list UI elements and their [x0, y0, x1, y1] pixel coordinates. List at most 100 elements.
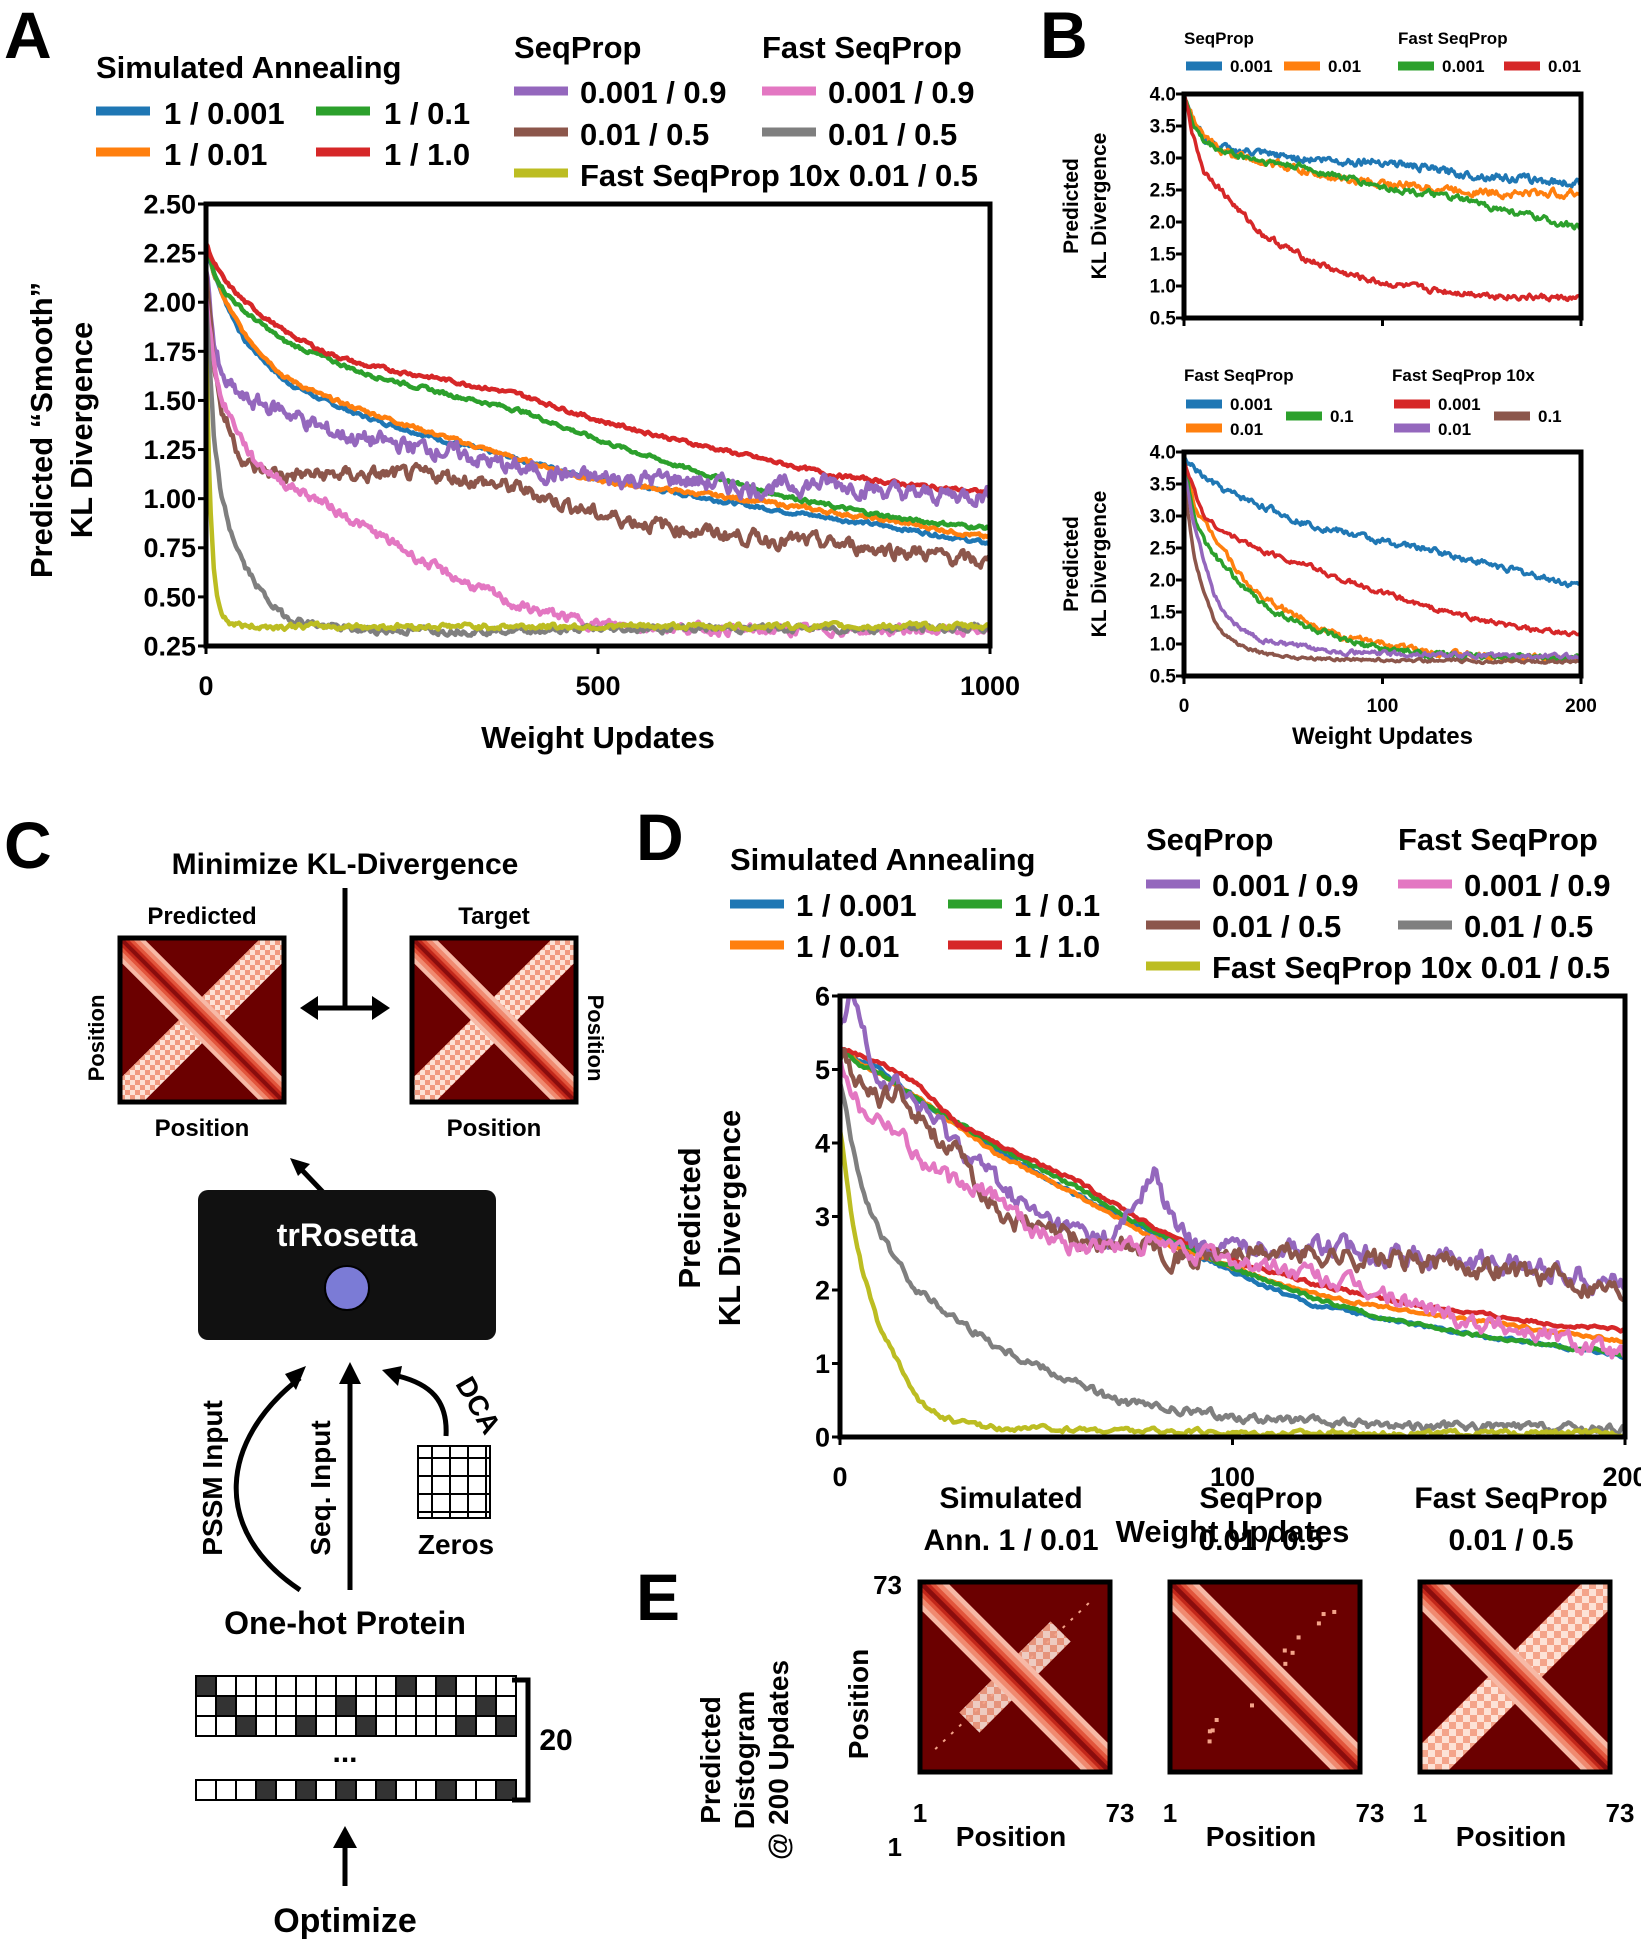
e-map-1-dot-14 [1214, 1717, 1219, 1722]
onehot-last-row [195, 1779, 517, 1801]
legend-b2-label-1: 0.001 [1230, 395, 1273, 414]
onehot-cell [495, 1715, 517, 1737]
e-map-1-content [1170, 1582, 1360, 1772]
series-D-2 [838, 1046, 1627, 1358]
c-target-position-x: Position [447, 1115, 542, 1142]
xtick-label-A-0: 0 [198, 671, 213, 701]
trrosetta-node-icon [324, 1265, 370, 1311]
panel-label-d: D [636, 800, 684, 874]
legend-a-label-sa-2: 1 / 0.1 [384, 96, 470, 131]
onehot-cell [275, 1675, 297, 1697]
onehot-cell [375, 1675, 397, 1697]
e-map-title-2-a: Fast SeqProp [1414, 1482, 1607, 1515]
legend-b1-label-2: 0.01 [1328, 57, 1361, 76]
plot-b2: 0.5 1.0 1.5 2.0 2.5 3.0 3.5 4.0 0 100 200 Weight Up… [1060, 443, 1597, 750]
c-targ-content [412, 938, 576, 1102]
legend-a-label-sp-2: 0.01 / 0.5 [580, 117, 709, 152]
onehot-cell [435, 1675, 457, 1697]
c-pred-frame [117, 935, 287, 1105]
legend-d-label-fsp-2: 0.01 / 0.5 [1464, 909, 1593, 944]
onehot-cell [255, 1675, 277, 1697]
onehot-cell [395, 1715, 417, 1737]
series-A-2 [203, 242, 991, 531]
c-pssm-label: PSSM Input [197, 1400, 228, 1556]
legend-a-label-sa-3: 1 / 0.01 [164, 137, 267, 172]
trrosetta-label: trRosetta [277, 1217, 418, 1253]
e-ytick-73: 73 [873, 1570, 902, 1600]
onehot-cell [235, 1715, 257, 1737]
xtick-label-B2-0: 0 [1179, 696, 1190, 717]
series-A-5 [203, 268, 993, 570]
onehot-cell [475, 1715, 497, 1737]
ytick-label-B2-3: 2.0 [1150, 571, 1176, 592]
ytick-label-B1-6: 3.5 [1150, 117, 1177, 138]
e-map-title-0-b: Ann. 1 / 0.01 [923, 1524, 1098, 1557]
zeros-matrix-icon [417, 1445, 491, 1519]
plot-frame-D [837, 993, 1628, 1440]
onehot-cell [295, 1675, 317, 1697]
ytick-label-B1-1: 1.0 [1150, 277, 1176, 298]
ytick-label-A-3: 1.00 [143, 484, 196, 514]
e-map-1-dot-0 [1296, 1635, 1301, 1640]
e-map-1-dot-13 [1207, 1729, 1212, 1734]
ylabel-A-1: KL Divergence [64, 322, 99, 539]
onehot-cell [195, 1695, 217, 1717]
c-zeros-label: Zeros [418, 1529, 494, 1560]
ytick-label-D-2: 2 [815, 1275, 830, 1305]
c-pred-position-y: Position [84, 995, 109, 1082]
series-B1-3 [1182, 93, 1582, 303]
onehot-cell [375, 1779, 397, 1801]
series-D-5 [837, 1047, 1627, 1303]
legend-b1-label-1: 0.001 [1230, 57, 1273, 76]
onehot-cell [195, 1675, 217, 1697]
e-position-x-0: Position [956, 1821, 1066, 1852]
xtick-label-A-1: 500 [575, 671, 620, 701]
legend-b2-fast-title: Fast SeqProp [1184, 366, 1294, 385]
c-dca-arrowhead-icon [382, 1366, 402, 1386]
panel-label-b: B [1040, 0, 1088, 72]
onehot-cell [255, 1695, 277, 1717]
e-ylabel-1: Predicted [695, 1696, 726, 1824]
onehot-cell [275, 1715, 297, 1737]
ytick-label-A-1: 0.50 [143, 582, 196, 612]
ytick-label-B2-1: 1.0 [1150, 635, 1176, 656]
ytick-label-B1-3: 2.0 [1150, 213, 1176, 234]
onehot-cell [215, 1695, 237, 1717]
e-map-2-frame [1417, 1579, 1613, 1775]
legend-d-fast-title: Fast SeqProp [1398, 822, 1598, 857]
xtick-label-D-2: 200 [1602, 1462, 1641, 1492]
e-map-1-dot-10 [1207, 1739, 1212, 1744]
ylabel-D-1: KL Divergence [712, 1110, 747, 1327]
ytick-label-B2-4: 2.5 [1150, 539, 1177, 560]
series-D-3 [838, 1046, 1626, 1334]
ytick-label-B2-5: 3.0 [1150, 507, 1176, 528]
onehot-cell [355, 1715, 377, 1737]
legend-a-label-fsp-2: 0.01 / 0.5 [828, 117, 957, 152]
ytick-label-D-4: 4 [815, 1128, 830, 1158]
legend-a-label-sa-1: 1 / 0.001 [164, 96, 285, 131]
ytick-label-D-3: 3 [815, 1202, 830, 1232]
e-map-title-1-a: SeqProp [1199, 1482, 1322, 1515]
onehot-cell [395, 1695, 417, 1717]
plot-a: 0.25 0.50 0.75 1.00 1.25 1.50 1.75 2.00 2.25 2.50… [24, 189, 1020, 755]
c-predicted-map [117, 935, 287, 1105]
xtick-label-B2-1: 100 [1367, 696, 1399, 717]
onehot-cell [315, 1779, 337, 1801]
onehot-cell [495, 1695, 517, 1717]
series-D-7 [837, 1081, 1627, 1437]
c-pred-content [120, 938, 284, 1102]
onehot-cell [195, 1779, 217, 1801]
c-arrow-to-map-head-icon [290, 1158, 310, 1176]
ytick-label-A-6: 1.75 [143, 337, 196, 367]
onehot-cell [375, 1695, 397, 1717]
series-A-1 [203, 243, 992, 540]
onehot-cell [395, 1779, 417, 1801]
legend-b2-label-3: 0.1 [1330, 407, 1354, 426]
xlabel-B2: Weight Updates [1292, 723, 1473, 750]
legend-b2-label-4: 0.001 [1438, 395, 1481, 414]
ytick-label-B1-4: 2.5 [1150, 181, 1177, 202]
onehot-cell [455, 1715, 477, 1737]
ytick-label-D-6: 6 [815, 981, 830, 1011]
legend-a-label-10x: Fast SeqProp 10x 0.01 / 0.5 [580, 158, 978, 193]
xtick-label-A-2: 1000 [960, 671, 1020, 701]
